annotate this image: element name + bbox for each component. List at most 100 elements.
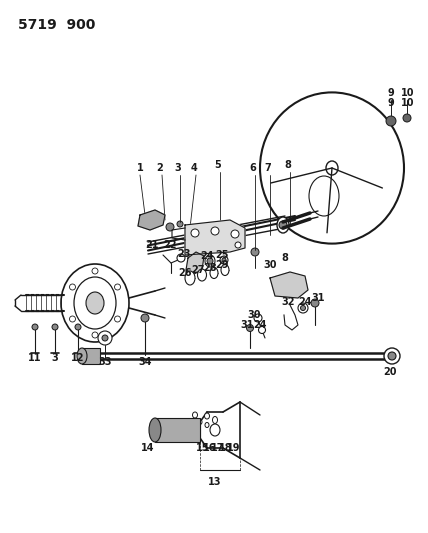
Text: 32: 32 (281, 297, 295, 307)
Circle shape (247, 325, 253, 332)
Text: 25: 25 (215, 250, 229, 260)
Circle shape (75, 324, 81, 330)
Circle shape (92, 332, 98, 338)
Circle shape (386, 116, 396, 126)
Text: 8: 8 (282, 253, 288, 263)
Text: 22: 22 (163, 240, 177, 250)
Polygon shape (185, 220, 245, 255)
Circle shape (251, 248, 259, 256)
Circle shape (235, 242, 241, 248)
Text: 11: 11 (28, 353, 42, 363)
Circle shape (279, 221, 287, 229)
Ellipse shape (86, 292, 104, 314)
Text: 17: 17 (211, 443, 225, 453)
Text: 14: 14 (141, 443, 155, 453)
Text: 3: 3 (175, 163, 181, 173)
Ellipse shape (198, 419, 202, 424)
Text: 30: 30 (247, 310, 261, 320)
Text: 26: 26 (178, 268, 192, 278)
Ellipse shape (205, 423, 209, 427)
Circle shape (298, 303, 308, 313)
Text: 31: 31 (240, 320, 254, 330)
Text: 33: 33 (98, 357, 112, 367)
Circle shape (166, 223, 174, 231)
Circle shape (102, 335, 108, 341)
Ellipse shape (185, 271, 195, 285)
Text: 10: 10 (401, 98, 415, 108)
Bar (155, 418, 200, 442)
Text: 21: 21 (145, 240, 159, 250)
Circle shape (92, 268, 98, 274)
Text: 13: 13 (208, 477, 222, 487)
Bar (82, 348, 100, 364)
Circle shape (388, 352, 396, 360)
Text: 19: 19 (227, 443, 241, 453)
Circle shape (384, 348, 400, 364)
Text: 6: 6 (250, 163, 256, 173)
Text: 24: 24 (253, 320, 267, 330)
Circle shape (259, 327, 265, 334)
Circle shape (222, 258, 226, 262)
Circle shape (52, 324, 58, 330)
Circle shape (98, 331, 112, 345)
Text: 1: 1 (137, 163, 143, 173)
Text: 20: 20 (383, 367, 397, 377)
Text: 2: 2 (157, 163, 163, 173)
Text: 9: 9 (388, 88, 394, 98)
Ellipse shape (197, 269, 206, 281)
Circle shape (69, 316, 75, 322)
Ellipse shape (193, 412, 197, 418)
Ellipse shape (77, 348, 87, 364)
Text: 29: 29 (215, 260, 229, 270)
Ellipse shape (221, 264, 229, 276)
Text: 12: 12 (71, 353, 85, 363)
Text: 3: 3 (52, 353, 58, 363)
Ellipse shape (149, 418, 161, 442)
Circle shape (254, 314, 262, 322)
Text: 7: 7 (265, 163, 271, 173)
Text: 30: 30 (263, 260, 277, 270)
Ellipse shape (205, 413, 209, 419)
Circle shape (69, 284, 75, 290)
Text: 31: 31 (311, 293, 325, 303)
Text: 8: 8 (285, 160, 291, 170)
Circle shape (207, 258, 213, 264)
Text: 15: 15 (196, 443, 210, 453)
Text: 10: 10 (401, 88, 415, 98)
Ellipse shape (277, 217, 289, 233)
Text: 24: 24 (298, 297, 312, 307)
Text: 16: 16 (203, 443, 217, 453)
Polygon shape (270, 272, 308, 298)
Ellipse shape (210, 268, 218, 279)
Text: 5: 5 (214, 160, 221, 170)
Circle shape (115, 284, 121, 290)
Text: 9: 9 (388, 98, 394, 108)
Polygon shape (138, 210, 165, 230)
Circle shape (177, 254, 185, 262)
Ellipse shape (212, 416, 217, 424)
Circle shape (141, 314, 149, 322)
Circle shape (300, 305, 306, 311)
Text: 28: 28 (203, 263, 217, 273)
Polygon shape (186, 252, 204, 274)
Circle shape (220, 256, 228, 264)
Circle shape (231, 230, 239, 238)
Ellipse shape (210, 424, 220, 436)
Circle shape (211, 227, 219, 235)
Circle shape (32, 324, 38, 330)
Text: 18: 18 (219, 443, 233, 453)
Text: 4: 4 (190, 163, 197, 173)
Text: 27: 27 (191, 265, 205, 275)
Circle shape (191, 229, 199, 237)
Text: 23: 23 (177, 249, 191, 259)
Circle shape (115, 316, 121, 322)
Text: 5719  900: 5719 900 (18, 18, 95, 32)
Circle shape (403, 114, 411, 122)
Circle shape (177, 221, 183, 227)
Text: 34: 34 (138, 357, 152, 367)
Ellipse shape (61, 264, 129, 342)
Text: 24: 24 (200, 251, 214, 261)
Ellipse shape (205, 255, 215, 267)
Ellipse shape (74, 277, 116, 329)
Circle shape (311, 299, 319, 307)
